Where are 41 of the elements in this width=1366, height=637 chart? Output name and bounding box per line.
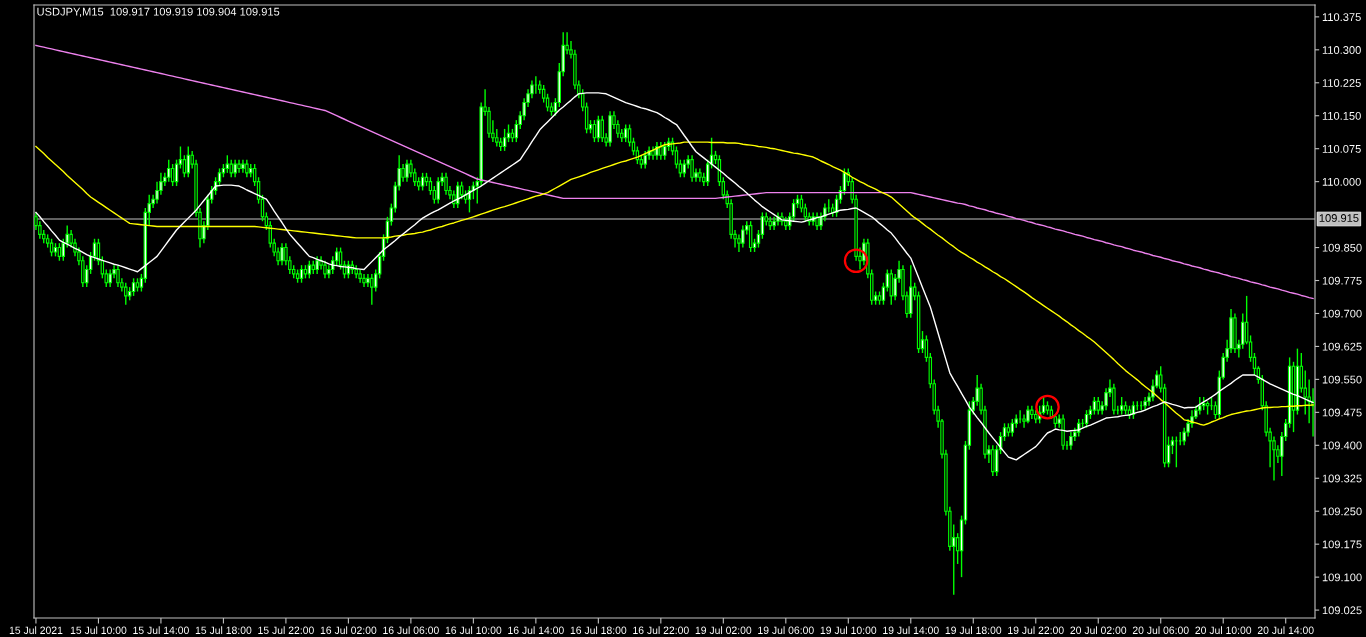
x-tick-label: 19 Jul 06:00 bbox=[758, 626, 814, 634]
y-tick-label: 109.325 bbox=[1322, 474, 1362, 483]
x-tick-label: 20 Jul 02:00 bbox=[1070, 626, 1127, 634]
x-tick-label: 15 Jul 2021 bbox=[9, 626, 63, 634]
x-tick-label: 16 Jul 18:00 bbox=[570, 626, 627, 634]
x-tick-label: 15 Jul 22:00 bbox=[258, 626, 314, 634]
y-tick-label: 109.775 bbox=[1322, 276, 1362, 285]
x-tick-label: 16 Jul 02:00 bbox=[320, 626, 377, 634]
y-tick-label: 110.300 bbox=[1322, 46, 1361, 54]
y-tick-label: 110.225 bbox=[1322, 79, 1361, 87]
y-tick-label: 109.850 bbox=[1322, 243, 1362, 252]
y-tick-label: 110.375 bbox=[1322, 13, 1361, 21]
y-tick-label: 109.175 bbox=[1322, 540, 1362, 549]
y-tick-label: 110.075 bbox=[1322, 144, 1361, 153]
y-tick-label: 109.250 bbox=[1322, 507, 1362, 516]
x-tick-label: 19 Jul 02:00 bbox=[695, 626, 752, 634]
y-tick-label: 110.000 bbox=[1322, 177, 1361, 186]
x-tick-label: 20 Jul 10:00 bbox=[1195, 626, 1252, 634]
y-tick-label: 109.400 bbox=[1322, 441, 1362, 450]
chart-title: USDJPY,M15 109.917 109.919 109.904 109.915 bbox=[37, 7, 280, 17]
x-tick-label: 19 Jul 10:00 bbox=[820, 626, 877, 634]
x-tick-label: 16 Jul 10:00 bbox=[445, 626, 502, 634]
y-tick-label: 109.100 bbox=[1322, 573, 1362, 582]
x-tick-label: 20 Jul 14:00 bbox=[1257, 626, 1314, 634]
y-tick-label: 109.550 bbox=[1322, 375, 1362, 384]
x-tick-label: 15 Jul 10:00 bbox=[70, 626, 127, 634]
x-tick-label: 15 Jul 14:00 bbox=[133, 626, 189, 634]
x-tick-label: 16 Jul 06:00 bbox=[383, 626, 439, 634]
x-tick-label: 19 Jul 22:00 bbox=[1008, 626, 1064, 634]
ref-line-label: 109.915 bbox=[1319, 214, 1359, 222]
y-tick-label: 109.700 bbox=[1322, 309, 1362, 318]
y-tick-label: 109.625 bbox=[1322, 342, 1362, 351]
x-tick-label: 15 Jul 18:00 bbox=[195, 626, 252, 634]
y-tick-label: 109.025 bbox=[1322, 606, 1362, 615]
x-tick-label: 16 Jul 14:00 bbox=[508, 626, 564, 634]
x-tick-label: 20 Jul 06:00 bbox=[1132, 626, 1189, 634]
x-tick-label: 19 Jul 18:00 bbox=[945, 626, 1002, 634]
y-tick-label: 110.150 bbox=[1322, 112, 1361, 120]
x-tick-label: 19 Jul 14:00 bbox=[883, 626, 939, 634]
x-tick-label: 16 Jul 22:00 bbox=[633, 626, 689, 634]
y-tick-label: 109.475 bbox=[1322, 408, 1362, 417]
